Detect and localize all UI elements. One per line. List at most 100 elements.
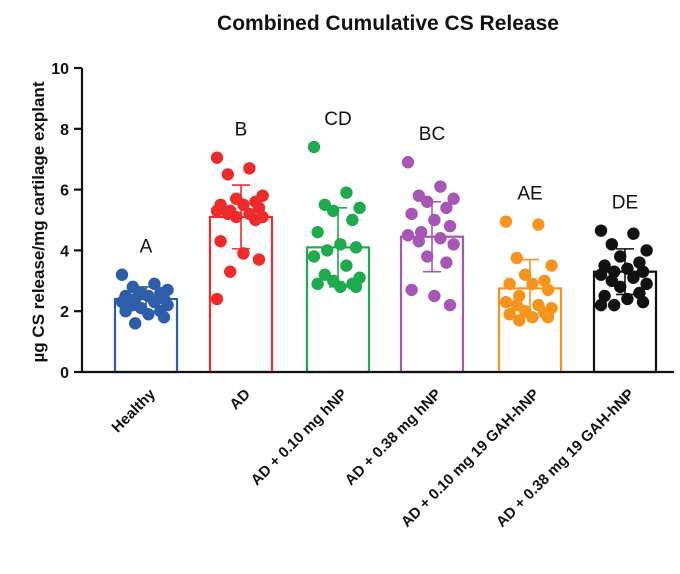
data-point	[243, 162, 256, 175]
data-point	[129, 317, 142, 330]
data-point	[210, 292, 224, 306]
data-point	[440, 256, 453, 269]
data-point	[541, 283, 555, 297]
data-point	[510, 251, 523, 265]
data-point	[434, 180, 447, 193]
data-point	[594, 298, 608, 312]
data-point	[214, 235, 227, 248]
data-point	[636, 295, 650, 309]
data-point	[340, 186, 353, 199]
y-tick-label: 4	[60, 243, 69, 260]
data-point	[311, 277, 324, 291]
data-point	[237, 247, 250, 260]
y-tick-label: 10	[51, 61, 69, 78]
data-point	[346, 213, 359, 227]
x-category-label: AD	[226, 386, 253, 413]
data-point	[503, 308, 516, 321]
data-point	[614, 250, 627, 263]
data-point	[428, 289, 441, 303]
chart-title: Combined Cumulative CS Release	[217, 12, 559, 35]
significance-letter: A	[140, 237, 153, 258]
data-point	[412, 235, 425, 248]
data-point	[526, 311, 539, 324]
data-point	[545, 259, 558, 272]
data-point	[499, 295, 513, 309]
data-point	[311, 225, 324, 239]
data-point	[405, 283, 418, 297]
data-point	[447, 238, 460, 251]
x-category-label: AD + 0.38 mg hNP	[342, 386, 445, 489]
data-point	[434, 232, 447, 245]
data-point	[421, 195, 434, 208]
data-point	[594, 268, 608, 281]
data-point	[157, 311, 171, 324]
y-axis-label: µg CS release/mg cartilage explant	[29, 81, 48, 362]
data-point	[621, 292, 634, 306]
data-point	[210, 151, 224, 164]
x-category-label: AD + 0.10 mg hNP	[248, 386, 351, 489]
data-point	[443, 298, 457, 312]
data-point	[594, 224, 608, 237]
data-point	[614, 280, 627, 294]
data-point	[148, 277, 161, 291]
data-point	[636, 265, 650, 278]
data-point	[353, 201, 366, 215]
data-point	[440, 201, 453, 215]
data-point	[349, 241, 363, 254]
data-point	[334, 280, 347, 294]
data-point	[421, 250, 434, 263]
data-point	[443, 219, 457, 233]
significance-letter: BC	[419, 124, 445, 145]
data-point	[447, 192, 460, 205]
data-point	[119, 305, 132, 318]
data-point	[608, 298, 621, 312]
significance-letter: B	[235, 120, 248, 141]
data-point	[526, 277, 539, 291]
data-point	[237, 198, 250, 211]
y-tick-label: 6	[60, 183, 69, 200]
significance-letters-layer: A B CD BC AE DE	[140, 109, 639, 258]
data-point	[349, 280, 363, 294]
data-point	[221, 168, 234, 181]
data-point	[428, 213, 441, 227]
data-point	[503, 277, 516, 291]
significance-letter: CD	[324, 109, 351, 130]
y-tick-label: 0	[60, 365, 69, 382]
bars-layer	[113, 215, 658, 374]
data-point	[532, 218, 545, 231]
data-point	[142, 308, 155, 321]
y-tick-label: 8	[60, 122, 69, 139]
data-point	[541, 311, 555, 324]
data-points-layer	[115, 140, 653, 330]
data-point	[513, 314, 526, 327]
significance-letter: AE	[517, 184, 542, 205]
data-point	[340, 259, 353, 272]
y-axis: 0 2 4 6 8 10	[51, 61, 84, 382]
data-point	[115, 268, 129, 281]
y-tick-label: 2	[60, 304, 69, 321]
data-point	[627, 271, 640, 284]
data-point	[148, 295, 161, 309]
data-point	[224, 265, 237, 278]
data-point	[627, 227, 640, 240]
data-point	[401, 229, 415, 242]
data-point	[621, 262, 634, 275]
data-point	[252, 253, 266, 266]
x-category-label: Healthy	[108, 385, 159, 436]
data-point	[605, 238, 618, 251]
data-point	[327, 204, 340, 218]
data-point	[210, 204, 224, 218]
data-point	[230, 210, 243, 224]
significance-letter: DE	[612, 193, 638, 214]
data-point	[405, 207, 418, 221]
data-point	[640, 244, 653, 257]
data-point	[499, 215, 513, 228]
data-point	[401, 156, 415, 169]
data-point	[249, 213, 262, 227]
data-point	[321, 244, 334, 257]
data-point	[307, 140, 321, 154]
data-point	[640, 277, 653, 291]
data-point	[334, 238, 347, 251]
